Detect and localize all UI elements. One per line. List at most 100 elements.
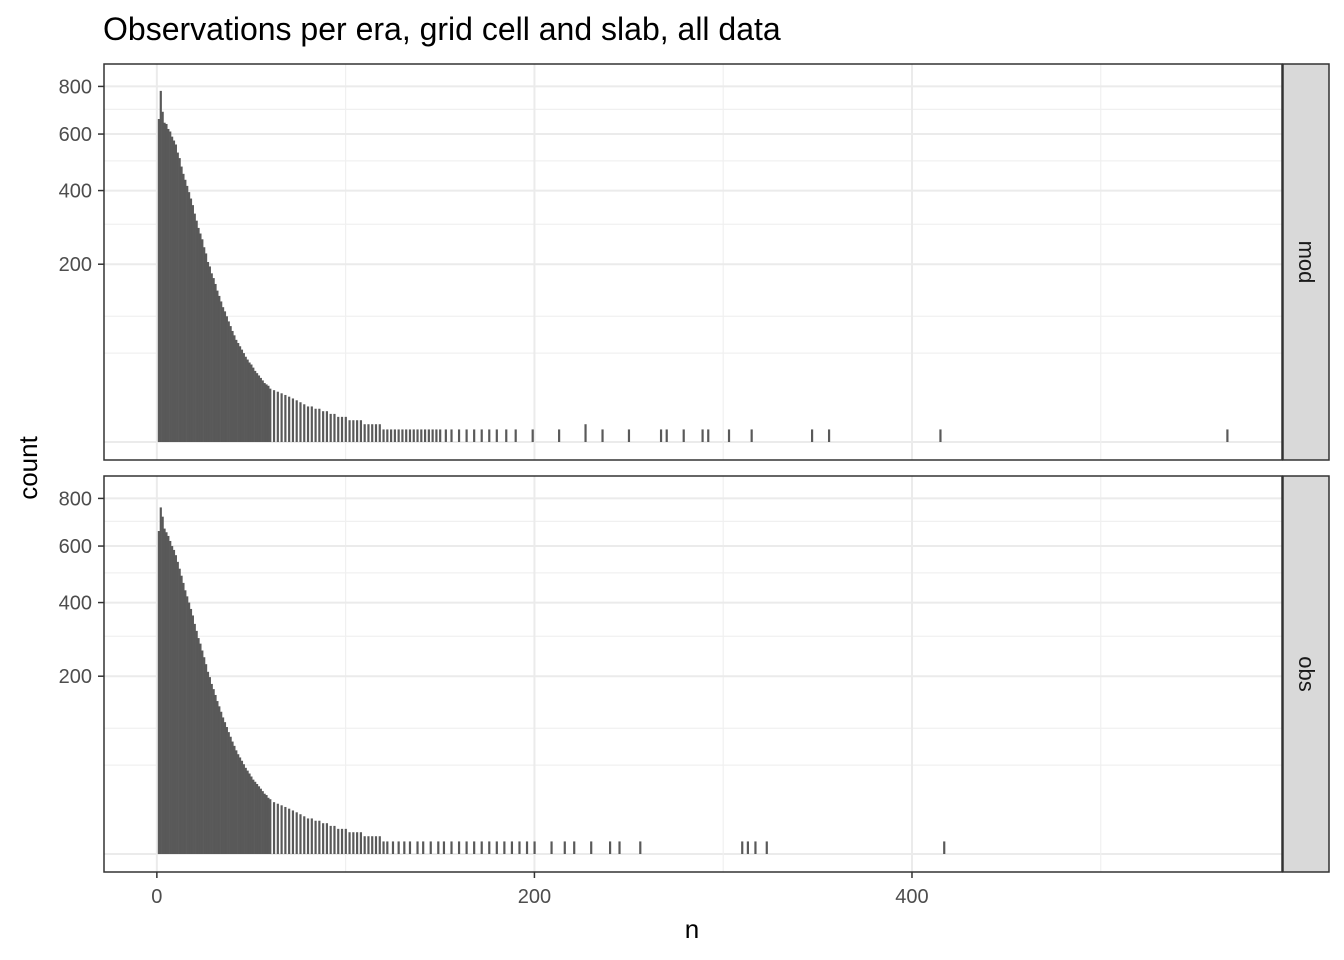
histogram-bar [248,362,251,442]
histogram-bar [189,198,193,442]
histogram-bar [261,380,264,442]
histogram-bar [439,429,442,442]
histogram-bar [659,429,663,442]
histogram-bar [250,364,253,442]
histogram-bar [244,356,247,442]
histogram-bar [457,841,461,854]
histogram-bar [191,205,194,442]
histogram-bar [329,413,332,442]
panel-background [104,64,1282,460]
histogram-bar [374,424,378,442]
histogram-bar [193,213,196,442]
histogram-bar [238,757,242,854]
histogram-bar [206,671,210,854]
histogram-bar [437,841,440,854]
histogram-bar [754,841,757,854]
histogram-bar [408,841,412,854]
histogram-bar [216,290,219,442]
x-axis-label: n [685,914,699,944]
histogram-bar [212,689,215,854]
histogram-bar [386,429,389,442]
histogram-bar [608,841,612,854]
histogram-bar [322,411,325,442]
histogram-bar [252,367,255,442]
histogram-bar [263,383,266,442]
histogram-bar [563,841,566,854]
panel-border [103,63,1283,461]
histogram-bar [707,429,710,442]
histogram-bar [533,841,536,854]
histogram-bar [429,841,432,854]
histogram-bar [473,429,476,442]
histogram-bar [378,424,381,442]
histogram-bar [172,549,176,854]
x-tick-label: 0 [151,886,162,908]
histogram-bar [333,825,336,854]
histogram-bar [210,273,213,442]
histogram-bar [188,192,191,442]
histogram-bar [329,825,332,854]
histogram-bar [701,429,704,442]
histogram-bar [322,823,325,854]
histogram-bar [503,841,506,854]
histogram-bar [220,711,223,854]
histogram-bar [197,227,200,442]
histogram-bar [157,531,160,854]
histogram-bar [810,429,814,442]
histogram-bar [465,841,468,854]
histogram-bar [340,416,344,442]
histogram-bar [233,745,236,854]
histogram-bar [161,111,164,442]
facet-strip-label: obs [1294,656,1319,691]
histogram-bar [412,429,415,442]
histogram-bar [746,841,749,854]
y-tick-label: 200 [59,254,92,276]
histogram-bar [827,429,831,442]
histogram-bar [276,803,279,854]
histogram-bar [157,119,160,443]
histogram-bar [337,828,340,854]
histogram-bar [280,805,283,854]
histogram-bar [431,429,434,442]
histogram-bar [337,416,340,442]
histogram-bar [208,677,211,854]
y-tick-label: 800 [59,488,92,510]
histogram-bar [244,767,247,854]
histogram-bar [348,420,351,442]
histogram-bar [348,832,351,854]
histogram-bar [265,795,268,854]
histogram-bar [427,429,430,442]
y-tick-label: 200 [59,666,92,688]
histogram-bar [225,727,228,854]
histogram-bar [295,812,298,854]
histogram-bar [169,131,172,442]
histogram-bar [255,373,259,442]
histogram-bar [165,123,168,442]
histogram-bar [218,295,221,442]
histogram-bar [391,841,395,854]
histogram-bar [405,429,408,442]
histogram-bar [397,429,400,442]
histogram-bar [163,122,166,442]
histogram-bar [525,841,529,854]
histogram-bar [272,390,276,442]
histogram-bar [303,404,306,442]
facet-strip-label: mod [1294,241,1319,284]
histogram-bar [310,406,313,442]
histogram-bar [558,429,561,442]
histogram-bar [178,568,181,854]
histogram-bar [299,814,302,854]
histogram-bar [269,388,272,442]
histogram-bar [235,750,238,854]
histogram-bar [356,832,359,854]
histogram-bar [180,575,183,854]
histogram-bar [352,420,355,442]
histogram-bar [403,841,406,854]
histogram-bar [943,841,946,854]
histogram-bar [246,770,249,854]
y-tick-label: 600 [59,536,92,558]
histogram-bar [378,836,381,854]
histogram-bar [229,736,232,854]
histogram-bar [186,596,189,854]
